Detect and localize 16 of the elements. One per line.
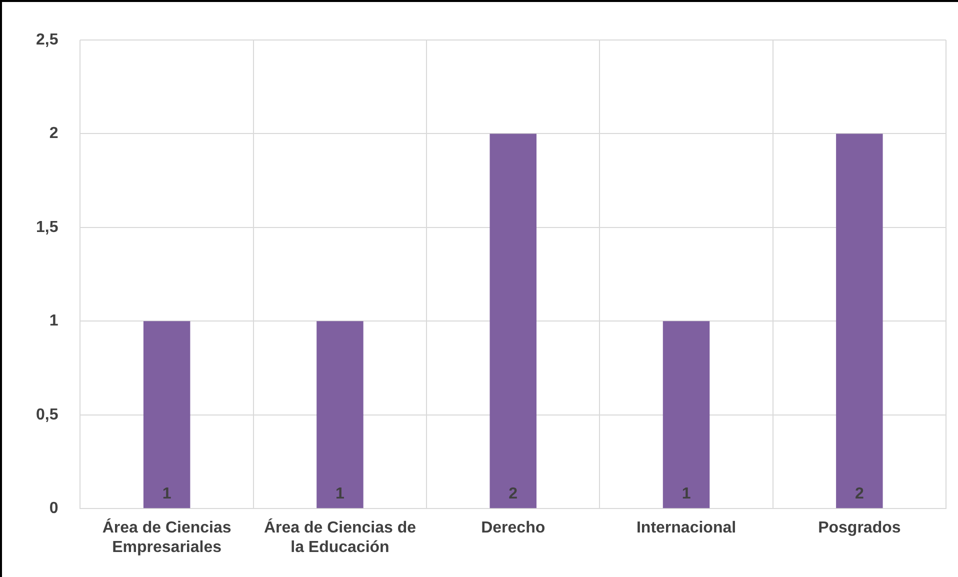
data-label: 1: [162, 486, 172, 503]
x-tick-label: Posgrados: [818, 520, 901, 537]
data-label: 1: [336, 486, 345, 503]
y-tick-label: 2: [49, 125, 58, 142]
y-tick-label: 1: [49, 312, 58, 330]
x-tick-label: Internacional: [636, 520, 736, 537]
x-tick-label: Derecho: [481, 520, 546, 537]
data-label: 1: [682, 486, 691, 503]
y-tick-label: 1,5: [36, 218, 58, 236]
data-label: 2: [508, 486, 518, 503]
y-tick-label: 0: [49, 500, 58, 518]
y-tick-label: 2,5: [36, 31, 58, 48]
y-tick-label: 0,5: [36, 406, 58, 424]
x-tick-label: Área de Ciencias Empresariales: [102, 518, 232, 556]
x-tick-label: Área de Ciencias de la Educación: [264, 518, 416, 556]
data-label: 2: [854, 486, 864, 503]
